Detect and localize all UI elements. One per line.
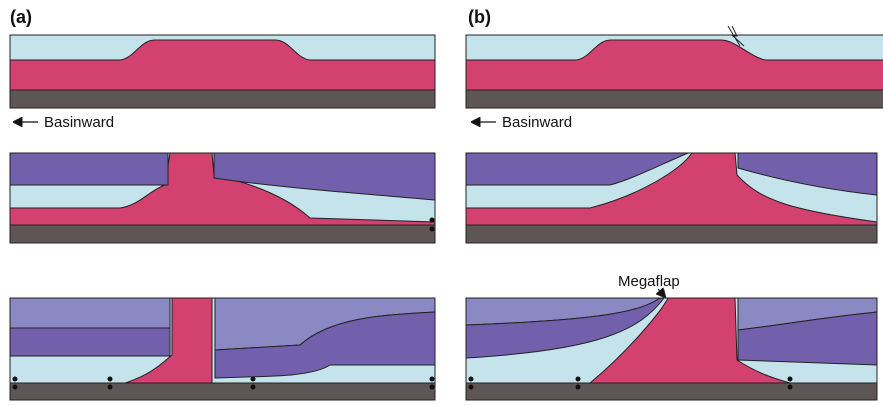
- stage-2-a: [10, 153, 435, 243]
- stage-2-b: [466, 153, 877, 243]
- stage-3-a: [10, 298, 435, 400]
- stage-3-b: [466, 298, 877, 400]
- stage-1-b: [466, 26, 883, 108]
- direction-label: Basinward: [502, 114, 572, 131]
- stage-1-a: [10, 35, 435, 108]
- direction-label: Basinward: [44, 114, 114, 131]
- annotation: Megaflap: [618, 273, 680, 290]
- panel-label: (a): [10, 7, 32, 27]
- arrow: [658, 289, 665, 297]
- panel-label: (b): [468, 7, 491, 27]
- diagram: (a) (b) Basinward Basinward: [0, 0, 883, 405]
